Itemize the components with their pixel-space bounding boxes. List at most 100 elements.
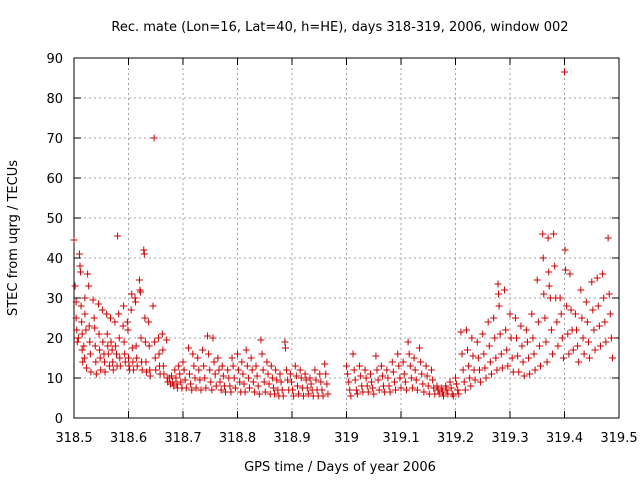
data-point — [177, 378, 185, 386]
data-point — [562, 266, 570, 274]
data-point — [86, 350, 94, 358]
data-point — [128, 290, 136, 298]
data-point — [73, 326, 81, 334]
data-point — [498, 364, 506, 372]
y-tick-label: 80 — [46, 92, 63, 107]
data-point — [423, 372, 431, 380]
data-point — [347, 392, 355, 400]
data-point — [508, 354, 516, 362]
data-point — [257, 336, 265, 344]
data-point — [205, 350, 213, 358]
data-point — [273, 376, 281, 384]
data-point — [138, 366, 146, 374]
data-point — [201, 374, 209, 382]
data-point — [159, 362, 167, 370]
data-point — [141, 338, 149, 346]
data-point — [132, 298, 140, 306]
data-point — [413, 386, 421, 394]
data-point — [228, 354, 236, 362]
y-tick-label: 70 — [46, 132, 63, 147]
data-point — [558, 334, 566, 342]
data-point — [397, 384, 405, 392]
data-point — [557, 310, 565, 318]
data-point — [301, 370, 309, 378]
data-point — [227, 388, 235, 396]
data-point — [181, 376, 189, 384]
data-point — [479, 330, 487, 338]
data-point — [75, 250, 83, 258]
data-point — [111, 342, 119, 350]
data-point — [525, 354, 533, 362]
data-point — [474, 354, 482, 362]
data-point — [116, 354, 124, 362]
data-point — [78, 330, 86, 338]
x-tick-label: 319.4 — [546, 431, 583, 446]
data-point — [132, 342, 140, 350]
data-point — [252, 362, 260, 370]
data-point — [484, 318, 492, 326]
data-point — [547, 326, 555, 334]
data-point — [135, 276, 143, 284]
data-point — [492, 354, 500, 362]
data-point — [495, 302, 503, 310]
data-point — [97, 366, 105, 374]
data-point — [422, 362, 430, 370]
data-point — [322, 370, 330, 378]
data-point — [519, 358, 527, 366]
data-point — [234, 350, 241, 358]
data-point — [596, 342, 604, 350]
data-point — [292, 372, 300, 380]
data-point — [487, 370, 495, 378]
data-point — [107, 338, 115, 346]
data-point — [583, 318, 591, 326]
data-point — [526, 370, 534, 378]
data-point — [608, 354, 616, 362]
data-point — [388, 358, 396, 366]
data-point — [150, 134, 158, 142]
data-point — [92, 358, 100, 366]
data-point — [248, 366, 256, 374]
data-point — [399, 358, 407, 366]
data-point — [247, 354, 255, 362]
data-point — [566, 270, 574, 278]
data-point — [378, 372, 386, 380]
data-point — [407, 374, 415, 382]
x-tick-label: 318.5 — [55, 431, 92, 446]
data-point — [105, 362, 113, 370]
data-point — [125, 362, 133, 370]
data-point — [370, 390, 378, 398]
data-point — [295, 390, 303, 398]
data-point — [386, 388, 394, 396]
data-point — [571, 310, 579, 318]
data-point — [209, 334, 217, 342]
data-point — [120, 302, 128, 310]
data-point — [101, 358, 109, 366]
data-point — [375, 386, 383, 394]
data-point — [390, 378, 398, 386]
x-axis-tick-labels: 318.5 318.6 318.7 318.8 318.9 319 319.1 319.2 31… — [55, 431, 637, 446]
data-point — [589, 306, 597, 314]
data-point — [411, 366, 419, 374]
data-point — [551, 262, 559, 270]
data-point — [140, 250, 148, 258]
data-point — [395, 362, 403, 370]
data-point — [345, 378, 353, 386]
data-point — [559, 354, 567, 362]
data-point — [416, 344, 424, 352]
data-point — [80, 342, 88, 350]
data-point — [289, 386, 297, 394]
data-point — [254, 382, 262, 390]
data-point — [349, 350, 357, 358]
data-point — [169, 378, 177, 386]
data-point — [520, 372, 528, 380]
data-point — [129, 358, 137, 366]
data-point — [344, 370, 352, 378]
data-point — [463, 346, 471, 354]
data-point — [276, 370, 284, 378]
data-point — [72, 314, 80, 322]
data-point — [363, 382, 371, 390]
data-point — [455, 390, 463, 398]
data-point — [85, 282, 93, 290]
data-point — [91, 342, 99, 350]
data-point — [462, 326, 470, 334]
